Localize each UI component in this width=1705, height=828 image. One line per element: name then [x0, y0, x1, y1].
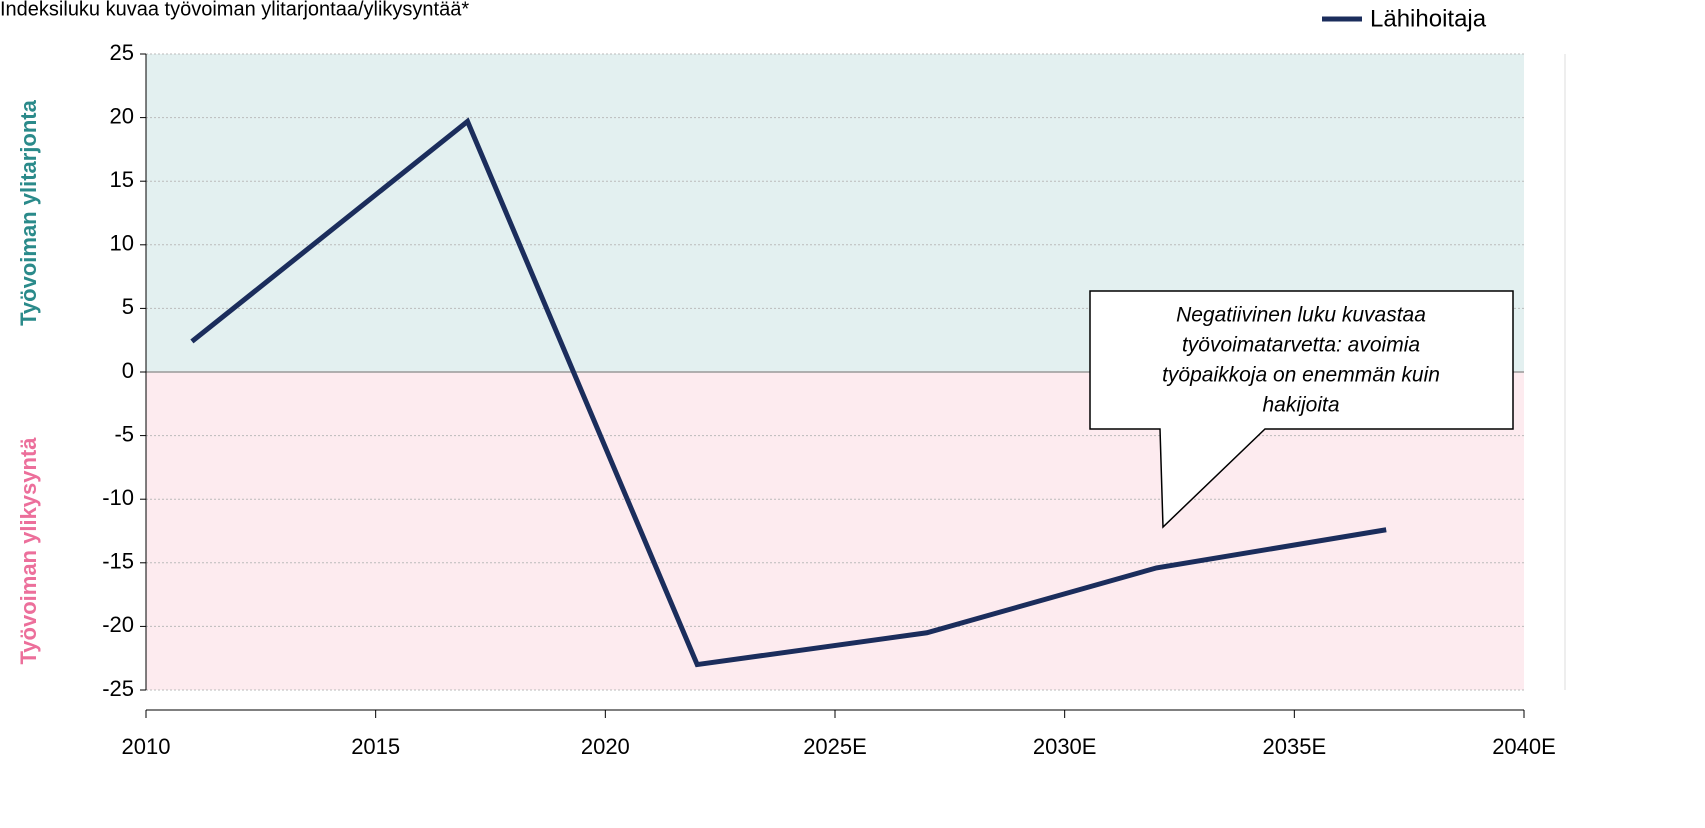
x-tick-label: 2025E: [803, 734, 867, 759]
y-tick-label: -25: [102, 676, 134, 701]
annotation-line: Negatiivinen luku kuvastaa: [1176, 304, 1426, 327]
y-tick-label: -5: [114, 421, 134, 446]
annotation-line: työvoimatarvetta: avoimia: [1182, 334, 1420, 357]
y-tick-label: 0: [122, 358, 134, 383]
chart-title: Indeksiluku kuvaa työvoiman ylitarjontaa…: [0, 0, 469, 20]
y-tick-label: -20: [102, 612, 134, 637]
y-tick-label: 10: [110, 231, 134, 256]
series-line: [190, 117, 1387, 668]
x-tick-label: 2010: [122, 734, 171, 759]
x-tick-label: 2015: [351, 734, 400, 759]
y-tick-label: 5: [122, 294, 134, 319]
y-tick-label: 15: [110, 167, 134, 192]
annotation-line: työpaikkoja on enemmän kuin: [1162, 364, 1440, 387]
y-tick-label: 25: [110, 40, 134, 65]
x-tick-label: 2030E: [1033, 734, 1097, 759]
y-tick-label: -15: [102, 549, 134, 574]
upper-band-label: Työvoiman ylitarjonta: [16, 99, 41, 326]
y-tick-label: -10: [102, 485, 134, 510]
x-tick-label: 2020: [581, 734, 630, 759]
y-tick-label: 20: [110, 103, 134, 128]
x-tick-label: 2040E: [1492, 734, 1556, 759]
legend-label: Lähihoitaja: [1370, 5, 1487, 32]
x-tick-label: 2035E: [1263, 734, 1327, 759]
annotation-line: hakijoita: [1262, 394, 1339, 417]
lower-band-label: Työvoiman ylikysyntä: [16, 437, 41, 665]
callout: [1089, 290, 1514, 529]
